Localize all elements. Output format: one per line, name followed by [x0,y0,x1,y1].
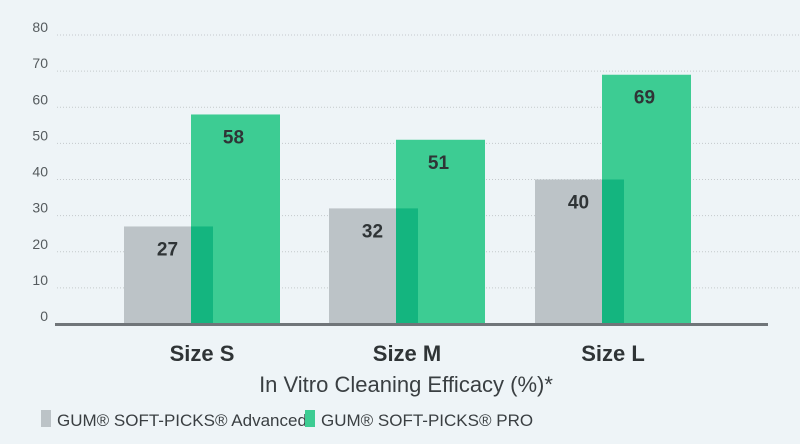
bars: 27 58 32 51 40 69 [124,74,691,324]
y-tick-label: 0 [40,308,48,324]
y-tick-label: 40 [32,164,48,180]
y-tick-label: 60 [32,91,48,107]
legend-label-pro: GUM® SOFT-PICKS® PRO [321,411,533,430]
value-label-advanced: 40 [568,193,589,214]
x-axis-title: In Vitro Cleaning Efficacy (%)* [259,372,553,397]
y-tick-label: 30 [32,200,48,216]
category-label: Size L [581,341,645,366]
category-labels: Size S Size M Size L [170,341,645,366]
value-label-pro: 69 [634,88,655,109]
value-label-pro: 58 [223,127,244,148]
legend-swatch-advanced [41,410,51,427]
legend-swatch-pro [305,410,315,427]
value-label-advanced: 27 [157,239,178,260]
legend: GUM® SOFT-PICKS® Advanced GUM® SOFT-PICK… [41,410,533,430]
bar-overlap [191,226,213,324]
legend-label-advanced: GUM® SOFT-PICKS® Advanced [57,411,307,430]
value-label-pro: 51 [428,153,450,174]
value-label-advanced: 32 [362,221,383,242]
y-tick-label: 20 [32,236,48,252]
y-tick-label: 10 [32,272,48,288]
bar-overlap [396,208,418,324]
bar-overlap [602,179,624,324]
category-label: Size M [373,341,441,366]
category-label: Size S [170,341,235,366]
y-tick-label: 50 [32,127,48,143]
y-tick-label: 70 [32,55,48,71]
y-tick-label: 80 [32,19,48,35]
